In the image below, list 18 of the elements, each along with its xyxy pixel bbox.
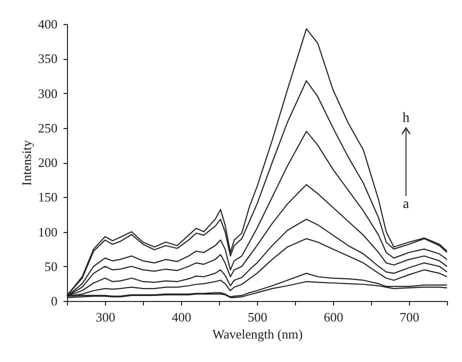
x-axis-title: Wavelength (nm) — [212, 326, 303, 342]
y-tick-label: 150 — [38, 190, 58, 205]
annotation: h — [402, 111, 410, 126]
x-tick-label: 700 — [400, 310, 420, 324]
y-tick-label: 250 — [38, 120, 58, 136]
x-tick-label: 400 — [172, 310, 192, 324]
y-tick-label: 0 — [51, 294, 58, 308]
annotation: a — [402, 197, 410, 212]
y-tick-label: 200 — [38, 155, 58, 170]
y-tick-label: 400 — [38, 16, 58, 32]
x-tick-label: 500 — [248, 310, 268, 324]
x-tick-label: 300 — [96, 310, 116, 324]
y-tick-label: 350 — [38, 51, 58, 66]
y-tick-label: 300 — [38, 86, 58, 101]
y-tick-label: 50 — [44, 258, 58, 274]
y-axis-title: Intensity — [19, 140, 34, 186]
y-tick-label: 100 — [38, 224, 58, 240]
x-tick-label: 600 — [324, 310, 344, 324]
